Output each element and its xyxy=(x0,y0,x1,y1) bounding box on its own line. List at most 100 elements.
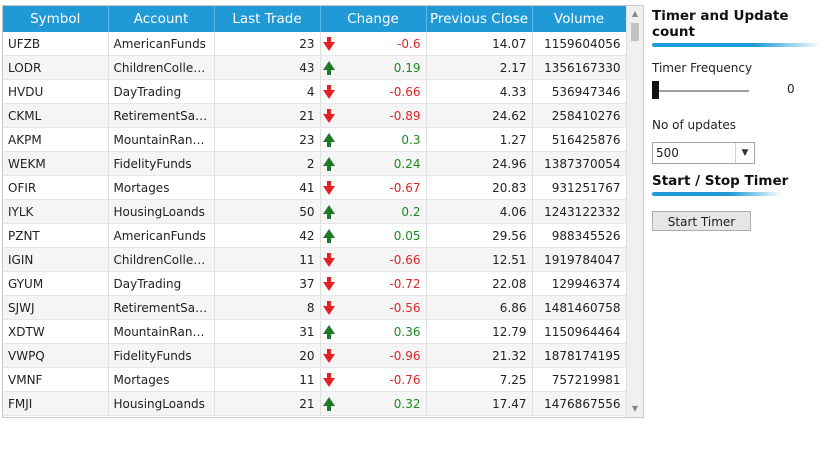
cell-account[interactable]: RetirementSavings xyxy=(108,295,215,320)
cell-previous-close[interactable]: 24.96 xyxy=(426,151,533,176)
cell-change[interactable]: -0.72 xyxy=(320,271,427,296)
cell-previous-close[interactable]: 17.47 xyxy=(426,391,533,416)
cell-symbol[interactable]: CKML xyxy=(3,103,109,128)
cell-previous-close[interactable]: 22.08 xyxy=(426,271,533,296)
cell-account[interactable]: ChildrenCollegeSavings xyxy=(108,55,215,80)
cell-account[interactable]: AmericanFunds xyxy=(108,32,215,56)
table-row[interactable]: CKMLRetirementSavings21 -0.89 24.622584102… xyxy=(3,103,627,128)
cell-account[interactable]: FidelityFunds xyxy=(108,151,215,176)
cell-account[interactable]: DayTrading xyxy=(108,271,215,296)
cell-change[interactable]: -0.66 xyxy=(320,247,427,272)
cell-previous-close[interactable]: 4.06 xyxy=(426,199,533,224)
column-header-volume[interactable]: Volume xyxy=(532,6,627,32)
cell-change[interactable]: 0.36 xyxy=(320,319,427,344)
scroll-down-icon[interactable]: ▼ xyxy=(631,404,639,413)
cell-volume[interactable]: 258410276 xyxy=(532,103,627,128)
cell-volume[interactable]: 1481460758 xyxy=(532,295,627,320)
cell-account[interactable]: ChildrenCollegeSavings xyxy=(108,247,215,272)
cell-account[interactable]: HousingLoands xyxy=(108,391,215,416)
cell-last-trade[interactable]: 8 xyxy=(214,295,321,320)
table-row[interactable]: AKPM MountainRanges 23 0.3 1.27 516425876 xyxy=(3,127,627,152)
cell-previous-close[interactable]: 24.62 xyxy=(426,103,533,128)
cell-last-trade[interactable]: 42 xyxy=(214,223,321,248)
column-header-last-trade[interactable]: Last Trade xyxy=(214,6,321,32)
cell-previous-close[interactable]: 12.79 xyxy=(426,319,533,344)
cell-previous-close[interactable]: 6.86 xyxy=(426,295,533,320)
cell-previous-close[interactable]: 2.17 xyxy=(426,55,533,80)
cell-volume[interactable]: 757219981 xyxy=(532,367,627,392)
cell-last-trade[interactable]: 37 xyxy=(214,271,321,296)
column-header-account[interactable]: Account xyxy=(108,6,215,32)
cell-volume[interactable]: 1356167330 xyxy=(532,55,627,80)
timer-frequency-slider[interactable]: 0 xyxy=(652,75,832,105)
cell-symbol[interactable]: PZNT xyxy=(3,223,109,248)
cell-change[interactable]: -0.76 xyxy=(320,367,427,392)
cell-volume[interactable]: 129946374 xyxy=(532,271,627,296)
cell-change[interactable]: -0.6 xyxy=(320,32,427,56)
cell-symbol[interactable]: AKPM xyxy=(3,127,109,152)
cell-last-trade[interactable]: 21 xyxy=(214,103,321,128)
cell-symbol[interactable]: IYLK xyxy=(3,199,109,224)
cell-change[interactable]: 0.19 xyxy=(320,55,427,80)
cell-previous-close[interactable]: 7.25 xyxy=(426,367,533,392)
cell-last-trade[interactable]: 31 xyxy=(214,319,321,344)
cell-previous-close[interactable]: 4.33 xyxy=(426,79,533,104)
cell-symbol[interactable]: FMJI xyxy=(3,391,109,416)
slider-thumb[interactable] xyxy=(652,81,659,99)
cell-volume[interactable]: 1878174195 xyxy=(532,343,627,368)
cell-symbol[interactable]: HVDU xyxy=(3,79,109,104)
table-row[interactable]: IGINChildrenCollegeSavings11 -0.66 12.5119… xyxy=(3,247,627,272)
cell-previous-close[interactable]: 21.32 xyxy=(426,343,533,368)
cell-last-trade[interactable]: 11 xyxy=(214,247,321,272)
cell-volume[interactable]: 1150964464 xyxy=(532,319,627,344)
cell-last-trade[interactable]: 23 xyxy=(214,32,321,56)
table-row[interactable]: IYLK HousingLoands 50 0.2 4.06 1243122332 xyxy=(3,199,627,224)
cell-last-trade[interactable]: 11 xyxy=(214,367,321,392)
table-row[interactable]: HVDU DayTrading 4 -0.66 4.33 536947346 xyxy=(3,79,627,104)
cell-change[interactable]: -0.96 xyxy=(320,343,427,368)
cell-last-trade[interactable]: 4 xyxy=(214,79,321,104)
cell-previous-close[interactable]: 12.51 xyxy=(426,247,533,272)
cell-account[interactable]: Mortages xyxy=(108,175,215,200)
cell-previous-close[interactable]: 29.56 xyxy=(426,223,533,248)
cell-account[interactable]: Mortages xyxy=(108,367,215,392)
cell-last-trade[interactable]: 50 xyxy=(214,199,321,224)
column-header-change[interactable]: Change xyxy=(320,6,427,32)
cell-symbol[interactable]: WEKM xyxy=(3,151,109,176)
column-header-symbol[interactable]: Symbol xyxy=(3,6,109,32)
cell-symbol[interactable]: OFIR xyxy=(3,175,109,200)
cell-last-trade[interactable]: 41 xyxy=(214,175,321,200)
cell-previous-close[interactable]: 14.07 xyxy=(426,32,533,56)
cell-last-trade[interactable]: 21 xyxy=(214,391,321,416)
cell-symbol[interactable]: XDTW xyxy=(3,319,109,344)
cell-volume[interactable]: 1243122332 xyxy=(532,199,627,224)
cell-change[interactable]: -0.67 xyxy=(320,175,427,200)
cell-volume[interactable]: 1476867556 xyxy=(532,391,627,416)
table-row[interactable]: WEKM FidelityFunds 2 0.24 24.96 1387370054 xyxy=(3,151,627,176)
cell-symbol[interactable]: VMNF xyxy=(3,367,109,392)
table-row[interactable]: SJWJRetirementSavings8 -0.56 6.86148146075… xyxy=(3,295,627,320)
table-row[interactable]: GYUM DayTrading 37 -0.72 22.08 129946374 xyxy=(3,271,627,296)
cell-volume[interactable]: 1919784047 xyxy=(532,247,627,272)
cell-last-trade[interactable]: 20 xyxy=(214,343,321,368)
cell-previous-close[interactable]: 1.27 xyxy=(426,127,533,152)
cell-symbol[interactable]: IGIN xyxy=(3,247,109,272)
cell-change[interactable]: -0.89 xyxy=(320,103,427,128)
cell-last-trade[interactable]: 2 xyxy=(214,151,321,176)
cell-change[interactable]: -0.56 xyxy=(320,295,427,320)
table-row[interactable]: FMJI HousingLoands 21 0.32 17.47 1476867556 xyxy=(3,391,627,416)
cell-account[interactable]: HousingLoands xyxy=(108,199,215,224)
table-row[interactable]: VMNF Mortages 11 -0.76 7.25 757219981 xyxy=(3,367,627,392)
table-row[interactable]: LODRChildrenCollegeSavings43 0.19 2.171356… xyxy=(3,55,627,80)
table-row[interactable]: VWPQ FidelityFunds 20 -0.96 21.32 1878174195 xyxy=(3,343,627,368)
cell-volume[interactable]: 931251767 xyxy=(532,175,627,200)
cell-symbol[interactable]: VWPQ xyxy=(3,343,109,368)
scrollbar-thumb[interactable] xyxy=(631,23,639,41)
updates-combobox[interactable]: 500 ▼ xyxy=(652,142,755,164)
cell-volume[interactable]: 536947346 xyxy=(532,79,627,104)
column-header-previous-close[interactable]: Previous Close xyxy=(426,6,533,32)
cell-account[interactable]: AmericanFunds xyxy=(108,223,215,248)
cell-account[interactable]: FidelityFunds xyxy=(108,343,215,368)
cell-symbol[interactable]: GYUM xyxy=(3,271,109,296)
start-timer-button[interactable]: Start Timer xyxy=(652,211,751,231)
